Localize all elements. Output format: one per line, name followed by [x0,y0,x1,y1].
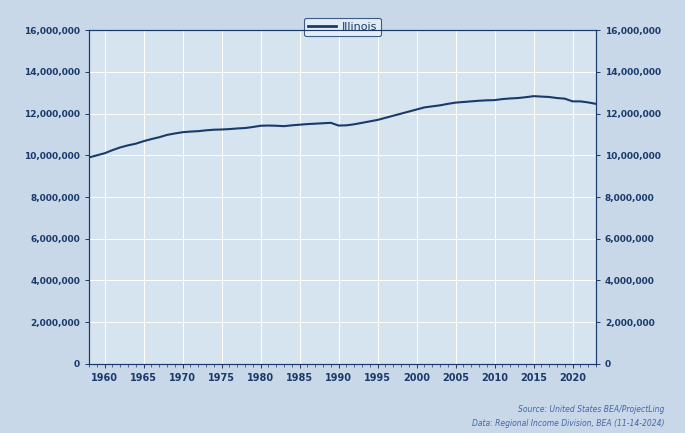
Text: Data: Regional Income Division, BEA (11-14-2024): Data: Regional Income Division, BEA (11-… [472,419,664,428]
Text: Source: United States BEA/ProjectLing: Source: United States BEA/ProjectLing [518,405,664,414]
Legend: Illinois: Illinois [303,17,382,36]
